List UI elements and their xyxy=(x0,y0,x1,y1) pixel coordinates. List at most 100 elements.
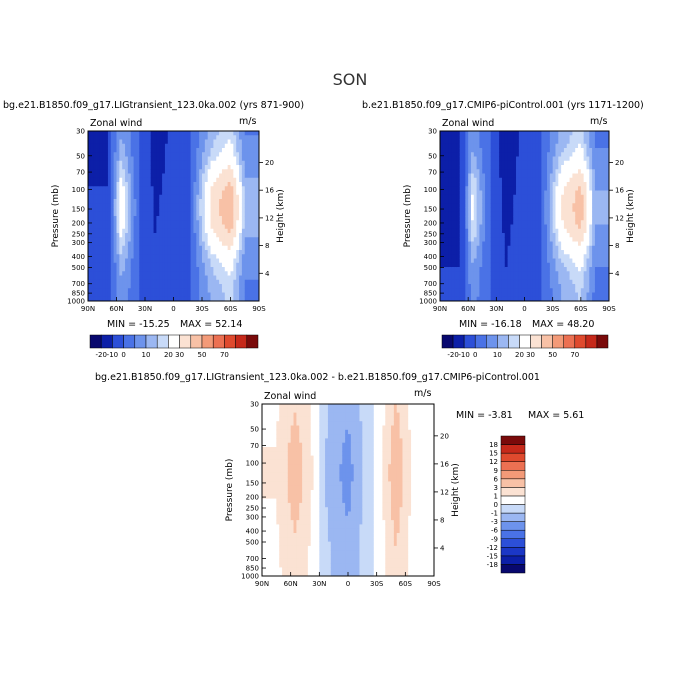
panel-2-cell xyxy=(530,250,534,255)
panel-2-cell xyxy=(558,220,562,225)
panel-2-cell xyxy=(454,148,458,153)
panel-1-cell xyxy=(213,131,217,136)
panel-2-cell xyxy=(456,207,461,213)
panel-1-cell xyxy=(219,203,223,208)
panel-2-cell xyxy=(470,258,475,264)
panel-2-cell xyxy=(580,152,585,157)
panel-2-cell xyxy=(459,279,463,285)
panel-1-cell xyxy=(162,271,166,276)
panel-2-cell xyxy=(544,143,548,149)
panel-2-cell xyxy=(555,165,559,170)
panel-2-cell xyxy=(518,224,523,230)
panel-2-cell xyxy=(544,220,548,225)
panel-1-cell xyxy=(187,288,191,293)
panel-2-cell xyxy=(606,237,610,242)
panel-2-cell xyxy=(482,199,486,204)
panel-1-cell xyxy=(207,220,211,225)
panel-2-cell xyxy=(541,292,545,298)
panel-2-cell xyxy=(566,267,570,272)
panel-2-cell xyxy=(547,177,551,183)
panel-1-cell xyxy=(224,169,229,174)
panel-1-cell xyxy=(139,156,143,162)
panel-2-cell xyxy=(459,131,463,136)
panel-2-cell xyxy=(516,279,520,285)
panel-2-cell xyxy=(448,160,452,166)
panel-1-cell xyxy=(107,267,112,272)
panel-1-cell xyxy=(167,254,172,259)
panel-2-cell xyxy=(504,190,508,196)
panel-1-cell xyxy=(216,245,220,251)
panel-1-units: m/s xyxy=(239,116,257,127)
panel-1-cell xyxy=(167,250,172,255)
panel-1-cell xyxy=(125,220,129,225)
panel-2-cell xyxy=(487,279,492,285)
panel-2-cell xyxy=(465,271,469,276)
panel-1-cell xyxy=(110,186,115,191)
panel-2-cell xyxy=(513,250,517,255)
panel-2-cell xyxy=(572,186,576,191)
panel-2-cell xyxy=(459,139,463,145)
panel-2-cell xyxy=(462,173,466,179)
panel-2-cell xyxy=(544,267,548,272)
panel-1-cell xyxy=(102,296,106,302)
panel-2-cell xyxy=(552,271,556,276)
panel-2-cell xyxy=(594,224,599,230)
panel-2-cell xyxy=(451,186,455,191)
panel-1-cell xyxy=(167,211,172,217)
panel-2-cell xyxy=(563,288,568,293)
panel-1-cell xyxy=(182,228,186,234)
panel-1-cell xyxy=(139,169,143,174)
panel-2-cell xyxy=(561,156,565,162)
panel-1-cell xyxy=(233,165,237,170)
panel-1-cell xyxy=(256,267,260,272)
panel-2-cell xyxy=(530,292,534,298)
panel-1-cell xyxy=(130,224,134,230)
panel-1-cell xyxy=(213,216,217,221)
panel-1-cell xyxy=(250,194,254,200)
panel-1-cell xyxy=(156,271,160,276)
panel-1-cell xyxy=(105,275,109,281)
panel-2-cell xyxy=(594,245,599,251)
panel-2-cell xyxy=(586,169,590,174)
panel-2-cell xyxy=(552,165,556,170)
panel-1-cell xyxy=(216,224,220,230)
panel-2-cell xyxy=(518,156,523,162)
panel-2-cell xyxy=(442,233,447,238)
panel-1-cell xyxy=(230,262,234,268)
panel-2-cell xyxy=(470,207,475,213)
panel-1-cell xyxy=(230,279,234,285)
panel-3-cell xyxy=(262,498,266,504)
panel-2-cell xyxy=(549,156,554,162)
panel-1-cell xyxy=(150,211,154,217)
panel-2-cell xyxy=(597,169,601,174)
panel-1-cell xyxy=(179,131,183,136)
panel-2-cell xyxy=(538,190,542,196)
panel-1-cell xyxy=(219,156,223,162)
panel-1-cell xyxy=(253,279,257,285)
panel-2-cell xyxy=(594,169,599,174)
panel-1-cell xyxy=(224,279,229,285)
panel-2-cell xyxy=(532,216,537,221)
panel-1-cell xyxy=(213,254,217,259)
panel-2-cell xyxy=(603,199,607,204)
panel-1-cell xyxy=(153,139,157,145)
panel-2-cell xyxy=(566,177,570,183)
panel-2-cell xyxy=(538,139,542,145)
panel-2-cell xyxy=(521,296,525,302)
panel-2-colorbar-swatch xyxy=(596,334,609,349)
panel-1-cell xyxy=(170,131,174,136)
panel-1-cell xyxy=(187,254,191,259)
panel-1-cell xyxy=(110,216,115,221)
panel-2-cell xyxy=(518,186,523,191)
panel-2-cell xyxy=(589,275,593,281)
panel-2-cell xyxy=(578,284,582,289)
panel-1-cell xyxy=(182,279,186,285)
panel-1-cell xyxy=(176,296,180,302)
panel-2-cell xyxy=(589,203,593,208)
panel-1-colorbar-swatch xyxy=(89,334,102,349)
panel-1-cell xyxy=(93,143,97,149)
panel-2-cell xyxy=(597,173,601,179)
panel-2-cell xyxy=(538,279,542,285)
panel-1-cell xyxy=(119,296,123,302)
panel-1-cell xyxy=(193,262,197,268)
